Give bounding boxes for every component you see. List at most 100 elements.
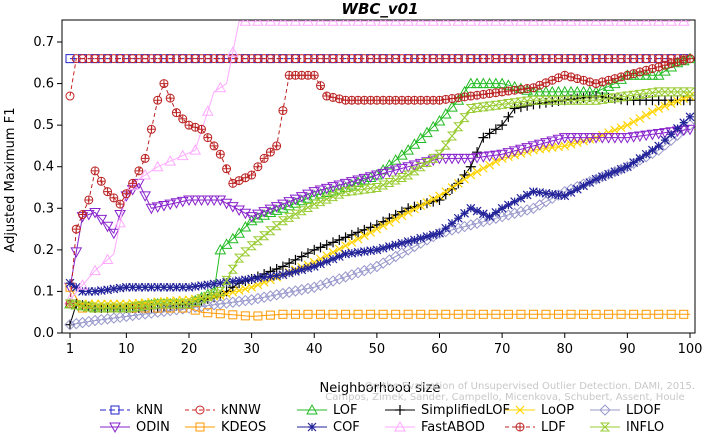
data-point <box>78 210 88 220</box>
data-point <box>165 282 175 292</box>
data-point <box>328 247 338 257</box>
data-point <box>521 204 533 216</box>
data-point <box>534 95 545 105</box>
data-point <box>203 133 213 143</box>
data-point <box>197 281 206 291</box>
data-point <box>491 309 501 319</box>
data-point <box>109 54 119 64</box>
data-point <box>121 303 132 313</box>
series-LoOP <box>65 91 695 309</box>
data-point <box>646 129 659 141</box>
series-FastABOD <box>64 20 690 305</box>
data-point <box>114 216 126 228</box>
data-point <box>171 300 182 311</box>
data-point <box>603 94 614 104</box>
data-point <box>608 133 621 144</box>
data-point <box>383 167 396 178</box>
data-point <box>416 233 426 243</box>
data-point <box>334 234 345 245</box>
data-point <box>96 54 106 64</box>
data-point <box>446 131 458 141</box>
data-point <box>164 304 176 317</box>
data-point <box>234 176 244 186</box>
data-point <box>341 249 350 259</box>
data-point <box>628 90 639 100</box>
data-point <box>641 54 651 64</box>
data-point <box>491 54 501 64</box>
data-point <box>328 237 339 248</box>
data-point <box>414 132 427 143</box>
data-point <box>535 54 545 64</box>
data-point <box>347 248 357 258</box>
data-point <box>591 309 601 319</box>
data-point <box>309 199 320 209</box>
data-point <box>190 54 200 64</box>
data-point <box>453 178 463 188</box>
data-point <box>422 198 432 207</box>
data-point <box>315 242 326 253</box>
data-point <box>333 273 346 285</box>
data-point <box>178 282 188 292</box>
data-point <box>334 54 344 64</box>
x-tick-label: 1 <box>66 342 74 357</box>
data-point <box>346 269 358 281</box>
data-point <box>391 309 401 319</box>
data-point <box>152 299 163 309</box>
x-tick-label: 100 <box>678 342 702 357</box>
data-point <box>684 124 695 136</box>
y-tick-label: 0.5 <box>33 118 54 133</box>
data-point <box>240 275 250 285</box>
data-point <box>346 229 357 240</box>
y-tick-label: 0.4 <box>33 160 54 175</box>
legend-marker <box>307 422 317 432</box>
x-tick-label: 40 <box>306 342 323 357</box>
data-point <box>646 69 659 80</box>
data-point <box>416 201 426 211</box>
data-point <box>471 77 483 89</box>
data-point <box>428 54 438 64</box>
data-point <box>621 133 634 144</box>
data-point <box>447 218 457 228</box>
data-point <box>158 201 170 212</box>
data-point <box>158 299 170 309</box>
data-point <box>146 124 156 134</box>
data-point <box>453 122 464 132</box>
data-point <box>140 54 150 64</box>
data-point <box>133 301 145 311</box>
data-point <box>679 309 689 319</box>
data-point <box>640 89 652 99</box>
legend-label: ODIN <box>136 420 170 434</box>
data-point <box>497 203 507 213</box>
data-point <box>440 140 451 150</box>
data-point <box>253 273 263 283</box>
data-point <box>490 20 502 26</box>
data-point <box>384 178 395 188</box>
data-point <box>309 262 319 271</box>
data-point <box>283 212 295 222</box>
data-point <box>340 187 351 197</box>
data-point <box>685 54 695 64</box>
data-point <box>510 54 520 64</box>
data-point <box>203 54 213 64</box>
data-point <box>197 54 207 64</box>
data-point <box>378 309 388 319</box>
data-point <box>366 227 376 237</box>
data-point <box>627 132 640 143</box>
data-point <box>541 188 551 198</box>
data-point <box>146 300 157 310</box>
data-point <box>177 299 188 309</box>
data-point <box>159 282 169 292</box>
data-point <box>477 77 490 89</box>
data-point <box>109 193 119 203</box>
data-point <box>128 282 138 292</box>
data-point <box>90 54 100 64</box>
data-point <box>635 54 645 64</box>
legend-label: LoOP <box>541 403 574 418</box>
data-point <box>159 79 169 89</box>
data-point <box>389 20 402 26</box>
legend-label: INFLO <box>626 420 664 434</box>
data-point <box>352 267 364 279</box>
data-point <box>403 237 413 246</box>
x-axis-label: Neighborhood size <box>320 381 441 396</box>
data-point <box>616 309 626 319</box>
